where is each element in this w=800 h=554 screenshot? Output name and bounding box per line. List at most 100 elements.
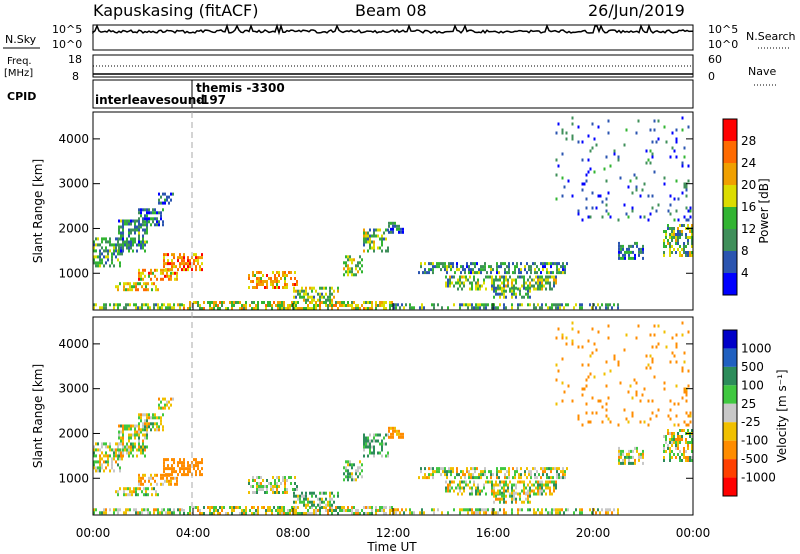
- heatmap-cell: [266, 280, 268, 283]
- heatmap-cell: [146, 208, 148, 212]
- heatmap-cell: [128, 439, 130, 443]
- heatmap-cell: [124, 240, 126, 244]
- heatmap-cell: [171, 306, 173, 310]
- heatmap-cell: [166, 400, 168, 404]
- heatmap-cell: [593, 303, 595, 307]
- heatmap-cell: [138, 476, 140, 480]
- heatmap-cell: [97, 243, 99, 247]
- heatmap-cell: [315, 506, 317, 509]
- heatmap-cell: [249, 509, 251, 512]
- heatmap-cell: [294, 283, 296, 286]
- heatmap-cell: [209, 509, 211, 512]
- heatmap-cell: [167, 306, 169, 310]
- heatmap-cell: [517, 511, 519, 515]
- heatmap-cell: [93, 246, 95, 250]
- heatmap-cell: [558, 268, 560, 272]
- heatmap-cell: [689, 420, 692, 424]
- heatmap-cell: [613, 152, 616, 156]
- heatmap-cell: [170, 397, 172, 401]
- heatmap-cell: [279, 307, 281, 310]
- heatmap-cell: [548, 467, 550, 471]
- heatmap-cell: [605, 203, 608, 207]
- heatmap-cell: [163, 259, 165, 263]
- heatmap-cell: [375, 512, 377, 515]
- heatmap-cell: [398, 227, 400, 231]
- heatmap-cell: [524, 268, 526, 272]
- heatmap-cell: [130, 427, 132, 431]
- heatmap-cell: [618, 449, 620, 453]
- heatmap-cell: [367, 445, 369, 449]
- heatmap-cell: [157, 306, 159, 310]
- heatmap-cell: [432, 476, 434, 480]
- heatmap-cell: [109, 454, 111, 458]
- heatmap-cell: [465, 278, 467, 282]
- heatmap-cell: [301, 500, 303, 504]
- heatmap-cell: [551, 275, 553, 279]
- heatmap-cell: [111, 255, 113, 259]
- heatmap-cell: [293, 289, 295, 293]
- heatmap-cell: [373, 228, 375, 232]
- heatmap-cell: [490, 268, 492, 272]
- heatmap-cell: [559, 511, 561, 515]
- heatmap-cell: [455, 281, 457, 285]
- heatmap-cell: [337, 494, 339, 498]
- heatmap-cell: [132, 237, 134, 241]
- heatmap-cell: [667, 242, 669, 245]
- heatmap-cell: [516, 467, 518, 471]
- heatmap-cell: [585, 378, 588, 382]
- heatmap-cell: [639, 194, 642, 198]
- heatmap-cell: [164, 397, 166, 401]
- heatmap-cell: [597, 303, 599, 307]
- heatmap-cell: [345, 466, 347, 470]
- heatmap-cell: [105, 261, 107, 265]
- heatmap-cell: [107, 240, 109, 244]
- heatmap-cell: [146, 445, 148, 449]
- heatmap-cell: [437, 508, 439, 512]
- heatmap-cell: [685, 411, 688, 415]
- heatmap-cell: [490, 271, 492, 275]
- heatmap-cell: [135, 288, 137, 292]
- heatmap-cell: [353, 463, 355, 467]
- heatmap-cell: [628, 250, 630, 254]
- heatmap-cell: [341, 301, 343, 304]
- heatmap-cell: [577, 125, 580, 129]
- heatmap-cell: [197, 256, 199, 260]
- heatmap-cell: [164, 406, 166, 410]
- heatmap-cell: [557, 303, 559, 307]
- heatmap-cell: [357, 307, 359, 310]
- heatmap-cell: [305, 503, 307, 507]
- heatmap-cell: [239, 512, 241, 515]
- heatmap-cell: [381, 237, 383, 241]
- heatmap-cell: [235, 506, 237, 509]
- heatmap-cell: [156, 277, 158, 281]
- heatmap-cell: [547, 486, 549, 490]
- heatmap-cell: [296, 485, 298, 488]
- heatmap-cell: [626, 247, 628, 251]
- heatmap-cell: [367, 237, 369, 241]
- heatmap-cell: [691, 230, 693, 233]
- heatmap-cell: [181, 464, 183, 468]
- heatmap-cell: [140, 430, 142, 434]
- heatmap-cell: [555, 483, 557, 487]
- heatmap-cell: [499, 284, 501, 288]
- heatmap-cell: [373, 433, 375, 437]
- heatmap-cell: [128, 231, 130, 235]
- heatmap-cell: [493, 306, 495, 310]
- heatmap-cell: [138, 208, 140, 212]
- heatmap-cell: [199, 256, 201, 260]
- heatmap-cell: [673, 441, 675, 444]
- heatmap-cell: [284, 491, 286, 494]
- heatmap-cell: [251, 512, 253, 515]
- heatmap-cell: [442, 262, 444, 266]
- heatmap-cell: [179, 511, 181, 515]
- heatmap-cell: [133, 285, 135, 289]
- heatmap-cell: [507, 278, 509, 282]
- heatmap-cell: [128, 445, 130, 449]
- heatmap-cell: [685, 188, 688, 192]
- heatmap-cell: [512, 476, 514, 480]
- heatmap-cell: [266, 286, 268, 289]
- heatmap-cell: [496, 268, 498, 272]
- heatmap-cell: [167, 511, 169, 515]
- heatmap-cell: [118, 451, 120, 455]
